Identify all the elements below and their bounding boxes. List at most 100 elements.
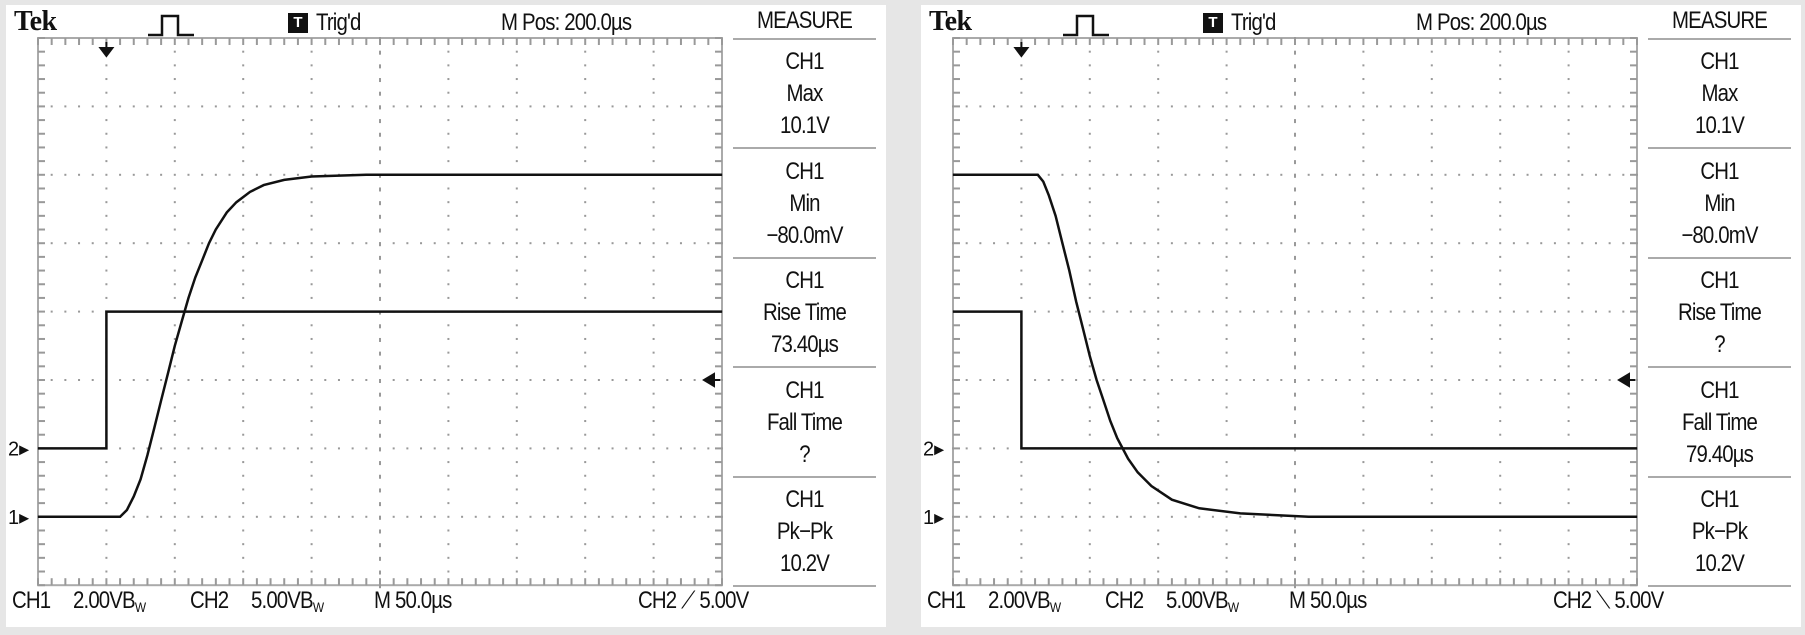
grid-dot bbox=[1485, 379, 1488, 381]
grid-dot bbox=[1157, 365, 1160, 368]
grid-dot bbox=[1512, 173, 1515, 176]
grid-dot bbox=[1184, 310, 1187, 313]
grid-dot bbox=[1362, 461, 1365, 464]
grid-dot bbox=[1622, 310, 1625, 313]
grid-dot bbox=[979, 515, 982, 518]
grid-dot bbox=[1157, 187, 1160, 190]
grid-dot bbox=[379, 201, 381, 206]
grid-dot bbox=[1225, 365, 1228, 368]
grid-dot bbox=[515, 228, 518, 231]
grid-dot bbox=[1430, 242, 1433, 245]
grid-dot bbox=[1430, 105, 1433, 108]
grid-dot bbox=[1376, 105, 1379, 108]
grid-dot bbox=[173, 324, 176, 327]
grid-dot bbox=[1362, 351, 1365, 354]
grid-dot bbox=[1225, 433, 1228, 436]
trigger-status: Trig'd bbox=[316, 9, 361, 36]
grid-dot bbox=[1567, 78, 1570, 81]
grid-dot bbox=[1444, 105, 1447, 108]
grid-dot bbox=[638, 447, 641, 450]
grid-dot bbox=[91, 242, 94, 245]
grid-dot bbox=[584, 324, 587, 327]
grid-dot bbox=[1184, 515, 1187, 518]
grid-dot bbox=[993, 379, 996, 381]
grid-dot bbox=[1075, 105, 1078, 108]
grid-dot bbox=[584, 556, 587, 559]
grid-dot bbox=[570, 447, 573, 450]
grid-dot bbox=[1225, 379, 1228, 381]
grid-dot bbox=[105, 269, 108, 272]
grid-dot bbox=[1239, 173, 1242, 176]
grid-dot bbox=[1198, 379, 1201, 381]
grid-dot bbox=[105, 488, 108, 491]
grid-dot bbox=[584, 146, 587, 149]
grid-dot bbox=[379, 269, 381, 274]
grid-dot bbox=[1294, 420, 1296, 425]
grid-dot bbox=[379, 187, 381, 192]
grid-dot bbox=[652, 543, 655, 546]
grid-dot bbox=[242, 214, 245, 217]
grid-dot bbox=[1499, 324, 1502, 327]
grid-dot bbox=[488, 447, 491, 450]
grid-dot bbox=[105, 214, 108, 217]
trigger-level-icon bbox=[702, 372, 720, 388]
grid-dot bbox=[406, 447, 409, 450]
grid-dot bbox=[488, 379, 491, 381]
grid-dot bbox=[173, 64, 176, 67]
grid-dot bbox=[679, 242, 682, 245]
grid-dot bbox=[310, 447, 313, 450]
measurement-type: Rise Time bbox=[762, 299, 847, 326]
grid-dot bbox=[310, 119, 313, 122]
grid-dot bbox=[1458, 173, 1461, 176]
grid-dot bbox=[379, 64, 381, 69]
grid-dot bbox=[105, 570, 108, 573]
grid-dot bbox=[1020, 146, 1023, 149]
grid-dot bbox=[584, 78, 587, 81]
grid-dot bbox=[1403, 105, 1406, 108]
grid-dot bbox=[1157, 502, 1160, 505]
ch1-label: CH1 bbox=[12, 587, 51, 614]
grid-dot bbox=[1430, 556, 1433, 559]
grid-dot bbox=[652, 269, 655, 272]
grid-dot bbox=[1362, 160, 1365, 163]
grid-dot bbox=[187, 242, 190, 245]
grid-dot bbox=[1280, 105, 1283, 108]
grid-dot bbox=[1444, 310, 1447, 313]
grid-dot bbox=[1225, 269, 1228, 272]
grid-dot bbox=[1020, 488, 1023, 491]
grid-dot bbox=[1567, 228, 1570, 231]
grid-dot bbox=[1006, 379, 1009, 381]
grid-dot bbox=[447, 214, 450, 217]
grid-dot bbox=[666, 105, 669, 108]
grid-dot bbox=[105, 283, 108, 286]
grid-dot bbox=[611, 379, 614, 381]
grid-dot bbox=[1430, 269, 1433, 272]
measurement-source: CH1 bbox=[785, 267, 824, 294]
grid-dot bbox=[1020, 515, 1023, 518]
grid-dot bbox=[597, 242, 600, 245]
measurement-2: CH1 Min −80.0mV bbox=[1648, 150, 1791, 259]
grid-dot bbox=[447, 201, 450, 204]
grid-dot bbox=[173, 529, 176, 532]
grid-dot bbox=[1088, 105, 1091, 108]
grid-dot bbox=[1129, 310, 1132, 313]
grid-dot bbox=[1430, 379, 1433, 381]
grid-dot bbox=[1567, 392, 1570, 395]
grid-dot bbox=[1471, 242, 1474, 245]
grid-dot bbox=[1294, 365, 1296, 370]
grid-dot bbox=[1553, 379, 1556, 381]
grid-dot bbox=[310, 337, 313, 340]
grid-dot bbox=[105, 173, 108, 176]
grid-dot bbox=[515, 406, 518, 409]
grid-dot bbox=[269, 447, 272, 450]
grid-dot bbox=[652, 64, 655, 67]
grid-dot bbox=[1088, 515, 1091, 518]
trigger-status: Trig'd bbox=[1231, 9, 1276, 36]
grid-dot bbox=[1006, 447, 1009, 450]
grid-dot bbox=[379, 365, 381, 370]
grid-dot bbox=[310, 502, 313, 505]
grid-dot bbox=[310, 50, 313, 53]
grid-dot bbox=[146, 515, 149, 518]
grid-dot bbox=[50, 242, 53, 245]
grid-dot bbox=[1157, 283, 1160, 286]
